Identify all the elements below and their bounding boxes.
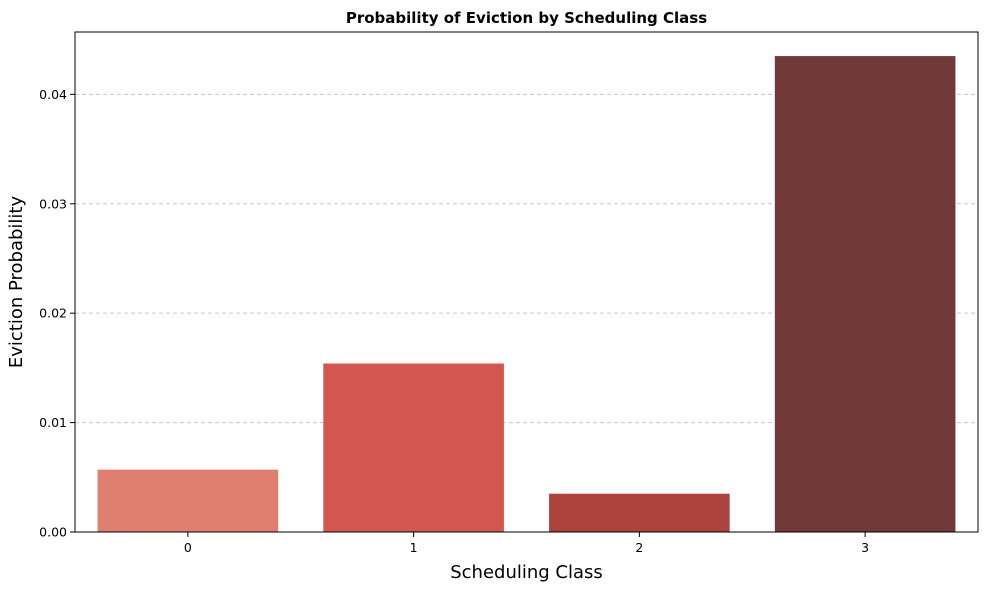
y-tick-label: 0.00 xyxy=(39,525,67,540)
x-tick-label: 0 xyxy=(184,540,192,555)
y-tick-label: 0.04 xyxy=(39,87,67,102)
y-axis-ticks: 0.00 0.01 0.02 0.03 0.04 xyxy=(39,87,75,540)
bar-class-0 xyxy=(97,469,279,532)
y-axis-label: Eviction Probability xyxy=(6,196,27,369)
x-axis-label: Scheduling Class xyxy=(450,562,603,583)
x-tick-label: 1 xyxy=(410,540,418,555)
bar-class-2 xyxy=(549,493,730,532)
x-tick-label: 2 xyxy=(635,540,643,555)
bar-class-1 xyxy=(323,363,504,532)
y-tick-label: 0.01 xyxy=(39,415,67,430)
plot-frame xyxy=(74,31,979,533)
x-tick-label: 3 xyxy=(861,540,869,555)
y-tick-label: 0.02 xyxy=(39,306,67,321)
bar-class-3 xyxy=(774,56,956,533)
x-axis-ticks: 0 1 2 3 xyxy=(184,532,869,555)
chart-title: Probability of Eviction by Scheduling Cl… xyxy=(346,9,707,27)
y-tick-label: 0.03 xyxy=(39,196,67,211)
bars xyxy=(97,56,956,533)
